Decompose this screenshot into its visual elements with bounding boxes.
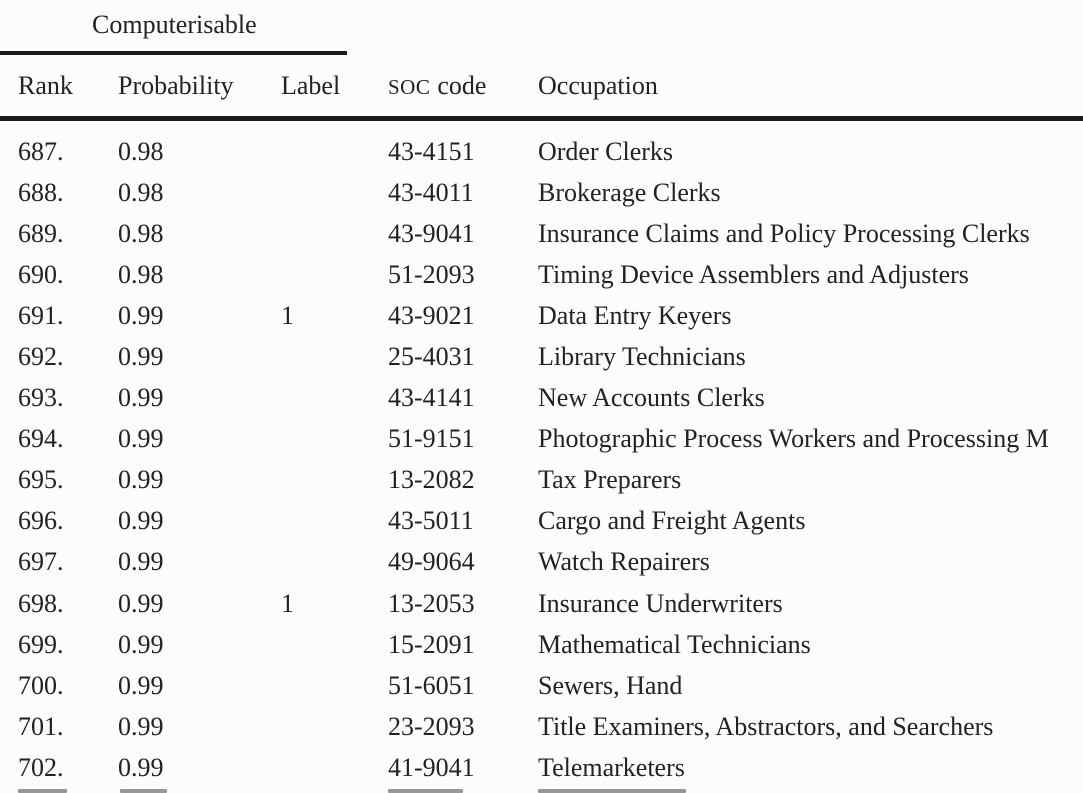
soc-code-text: code: [437, 70, 487, 100]
rank-cell: 697.: [18, 547, 64, 577]
soc-code-cell: 43-5011: [388, 506, 474, 536]
rank-cell: 690.: [18, 259, 64, 289]
table-row: 687. 0.98 43-4151 Order Clerks: [0, 131, 1083, 172]
table-row: 701. 0.99 23-2093 Title Examiners, Abstr…: [0, 706, 1083, 747]
table-row: 694. 0.99 51-9151 Photographic Process W…: [0, 419, 1083, 460]
probability-cell: 0.99: [118, 300, 164, 330]
occupation-cell: Order Clerks: [538, 136, 674, 166]
soc-code-cell: 43-9041: [388, 218, 475, 248]
computerisable-spanner-heading: Computerisable: [92, 10, 257, 39]
rank-cell: 701.: [18, 711, 64, 741]
probability-cell: 0.99: [118, 465, 164, 495]
occupation-column-header: Occupation: [538, 70, 658, 100]
soc-code-cell: 51-6051: [388, 670, 475, 700]
table-row: 688. 0.98 43-4011 Brokerage Clerks: [0, 172, 1083, 213]
rank-cell: 702.: [18, 752, 64, 782]
spanner-rule: [0, 51, 347, 55]
rank-cell: 691.: [18, 300, 64, 330]
probability-cell: 0.99: [118, 752, 164, 782]
soc-code-cell: 15-2091: [388, 629, 475, 659]
soc-code-cell: 49-9064: [388, 547, 475, 577]
rank-cell: 700.: [18, 670, 64, 700]
clipped-next-row-soc-fragment: [388, 789, 463, 793]
probability-column-header: Probability: [118, 70, 234, 100]
soc-code-cell: 23-2093: [388, 711, 475, 741]
table-row: 695. 0.99 13-2082 Tax Preparers: [0, 460, 1083, 501]
table-row: 696. 0.99 43-5011 Cargo and Freight Agen…: [0, 501, 1083, 542]
probability-cell: 0.99: [118, 506, 164, 536]
rank-cell: 699.: [18, 629, 64, 659]
clipped-next-row-occupation-fragment: [538, 789, 686, 793]
rank-cell: 688.: [18, 177, 64, 207]
soc-code-cell: 43-4141: [388, 383, 475, 413]
table-row: 692. 0.99 25-4031 Library Technicians: [0, 336, 1083, 377]
label-cell: 1: [281, 300, 294, 330]
table-body: 687. 0.98 43-4151 Order Clerks 688. 0.98…: [0, 121, 1083, 789]
probability-cell: 0.99: [118, 588, 164, 618]
table-row: 691. 0.99 1 43-9021 Data Entry Keyers: [0, 295, 1083, 336]
clipped-next-row-rank-fragment: [18, 789, 67, 793]
probability-cell: 0.98: [118, 218, 164, 248]
soc-code-cell: 25-4031: [388, 342, 475, 372]
rank-cell: 698.: [18, 588, 64, 618]
soc-smallcaps-text: SOC: [388, 74, 431, 99]
table-row: 690. 0.98 51-2093 Timing Device Assemble…: [0, 254, 1083, 295]
soc-code-cell: 41-9041: [388, 752, 475, 782]
occupation-cell: Brokerage Clerks: [538, 177, 721, 207]
soc-code-cell: 43-9021: [388, 300, 475, 330]
rank-cell: 689.: [18, 218, 64, 248]
occupation-cell: Sewers, Hand: [538, 670, 683, 700]
occupation-cell: New Accounts Clerks: [538, 383, 765, 413]
occupation-cell: Timing Device Assemblers and Adjusters: [538, 259, 969, 289]
table-row: 689. 0.98 43-9041 Insurance Claims and P…: [0, 213, 1083, 254]
table-row: 702. 0.99 41-9041 Telemarketers: [0, 747, 1083, 788]
probability-cell: 0.99: [118, 342, 164, 372]
probability-cell: 0.98: [118, 136, 164, 166]
soc-code-column-header: SOC code: [388, 71, 538, 101]
probability-cell: 0.99: [118, 670, 164, 700]
occupation-cell: Insurance Claims and Policy Processing C…: [538, 218, 1030, 248]
probability-cell: 0.99: [118, 711, 164, 741]
label-cell: 1: [281, 588, 294, 618]
table-row: 693. 0.99 43-4141 New Accounts Clerks: [0, 378, 1083, 419]
clipped-next-row-probability-fragment: [120, 789, 167, 793]
probability-cell: 0.99: [118, 424, 164, 454]
rank-cell: 695.: [18, 465, 64, 495]
soc-code-cell: 13-2053: [388, 588, 475, 618]
header-bottom-rule: [0, 116, 1083, 121]
label-column-header: Label: [281, 70, 341, 100]
probability-cell: 0.99: [118, 547, 164, 577]
rank-cell: 693.: [18, 383, 64, 413]
table-row: 698. 0.99 1 13-2053 Insurance Underwrite…: [0, 583, 1083, 624]
probability-cell: 0.98: [118, 177, 164, 207]
occupation-cell: Telemarketers: [538, 752, 685, 782]
table-row: 700. 0.99 51-6051 Sewers, Hand: [0, 665, 1083, 706]
soc-code-cell: 43-4151: [388, 136, 475, 166]
table-row: 697. 0.99 49-9064 Watch Repairers: [0, 542, 1083, 583]
soc-code-cell: 51-9151: [388, 424, 475, 454]
occupation-cell: Title Examiners, Abstractors, and Search…: [538, 711, 994, 741]
occupation-cell: Watch Repairers: [538, 547, 710, 577]
soc-code-cell: 13-2082: [388, 465, 475, 495]
occupation-cell: Library Technicians: [538, 342, 746, 372]
occupation-cell: Cargo and Freight Agents: [538, 506, 806, 536]
occupation-cell: Tax Preparers: [538, 465, 682, 495]
probability-cell: 0.99: [118, 383, 164, 413]
probability-cell: 0.98: [118, 259, 164, 289]
table-row: 699. 0.99 15-2091 Mathematical Technicia…: [0, 624, 1083, 665]
rank-cell: 694.: [18, 424, 64, 454]
table-header-row: Rank Probability Label SOC code Occupatio…: [0, 55, 1083, 116]
occupation-cell: Photographic Process Workers and Process…: [538, 424, 1049, 454]
rank-column-header: Rank: [18, 70, 73, 100]
rank-cell: 696.: [18, 506, 64, 536]
soc-code-cell: 51-2093: [388, 259, 475, 289]
occupation-cell: Mathematical Technicians: [538, 629, 811, 659]
soc-code-cell: 43-4011: [388, 177, 474, 207]
occupation-cell: Data Entry Keyers: [538, 300, 732, 330]
occupation-cell: Insurance Underwriters: [538, 588, 783, 618]
rank-cell: 692.: [18, 342, 64, 372]
rank-cell: 687.: [18, 136, 64, 166]
probability-cell: 0.99: [118, 629, 164, 659]
